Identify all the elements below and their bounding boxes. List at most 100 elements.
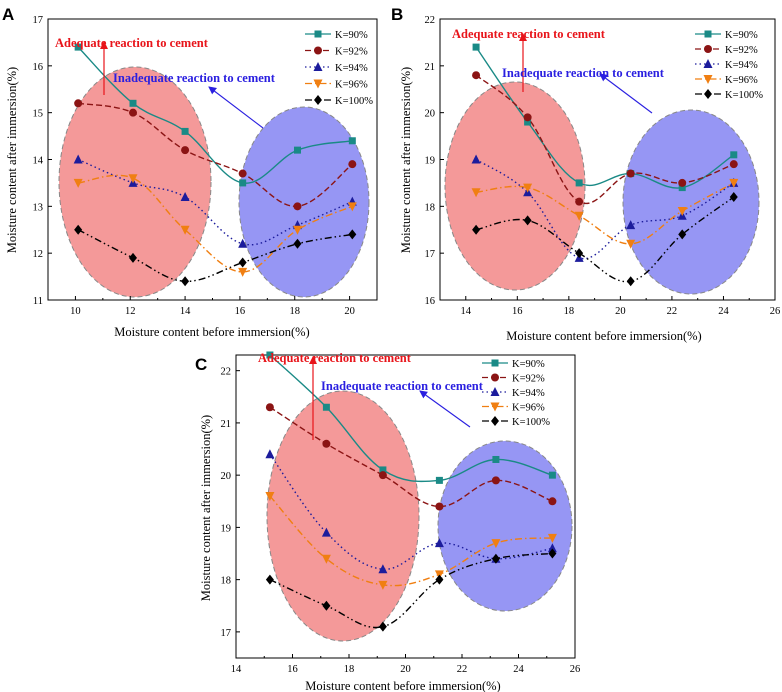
data-point — [472, 71, 481, 80]
data-point — [434, 538, 444, 548]
y-tick-label: 20 — [425, 109, 436, 120]
x-tick-label: 18 — [290, 306, 301, 317]
legend-label: K=100% — [725, 90, 763, 101]
blue-arrow — [419, 390, 471, 428]
x-tick-label: 18 — [344, 664, 355, 675]
data-point — [523, 215, 532, 226]
data-point — [677, 207, 687, 217]
y-tick-label: 14 — [33, 156, 44, 167]
data-point — [547, 533, 557, 543]
y-tick-label: 18 — [425, 202, 436, 213]
series-line-2 — [269, 406, 553, 508]
y-tick-label: 16 — [425, 296, 436, 307]
inadequate-zone-ellipse — [437, 440, 573, 612]
data-point — [472, 43, 480, 51]
blue-arrow — [208, 86, 264, 129]
legend-marker — [490, 387, 500, 396]
data-point — [238, 267, 248, 277]
x-tick-label: 10 — [70, 306, 81, 317]
data-point — [74, 99, 83, 108]
data-point — [238, 257, 247, 268]
y-tick-label: 11 — [33, 296, 43, 307]
data-point — [265, 492, 275, 502]
data-point — [523, 183, 533, 193]
x-tick-label: 22 — [667, 306, 678, 317]
legend-marker — [704, 30, 712, 38]
data-point — [238, 238, 248, 248]
adequate-zone-ellipse — [266, 390, 420, 642]
data-point — [471, 154, 481, 164]
data-point — [322, 600, 331, 611]
legend-label: K=100% — [335, 96, 373, 107]
data-point — [181, 146, 190, 155]
data-point — [491, 553, 500, 564]
adequate-annotation: Adequate reaction to cement — [452, 27, 606, 41]
data-point — [128, 108, 137, 117]
series-line-3 — [269, 453, 553, 570]
y-tick-label: 22 — [221, 367, 232, 378]
data-point — [491, 476, 500, 485]
x-tick-label: 22 — [457, 664, 468, 675]
legend-label: K=94% — [512, 388, 545, 399]
data-point — [435, 502, 444, 511]
legend-marker — [314, 46, 322, 55]
legend-label: K=90% — [725, 30, 758, 41]
legend-marker — [313, 79, 323, 89]
data-point — [293, 238, 302, 249]
inadequate-annotation: Inadequate reaction to cement — [113, 71, 276, 85]
data-point — [129, 99, 137, 107]
x-tick-label: 12 — [125, 306, 136, 317]
panel-label: B — [391, 5, 403, 24]
data-point — [547, 543, 557, 553]
data-point — [348, 137, 356, 145]
legend-marker — [314, 95, 322, 105]
data-point — [729, 178, 739, 188]
x-axis-label: Moisture content before immersion(%) — [305, 679, 500, 692]
legend-label: K=90% — [512, 359, 545, 370]
series-line-4 — [475, 182, 735, 245]
x-tick-label: 20 — [615, 306, 626, 317]
data-point — [548, 497, 557, 506]
legend-marker — [313, 62, 323, 71]
data-point — [74, 43, 82, 51]
data-point — [575, 197, 584, 206]
data-point — [435, 574, 444, 585]
inadequate-annotation: Inadequate reaction to cement — [321, 379, 484, 393]
data-point — [472, 224, 481, 235]
legend-marker — [491, 359, 499, 367]
data-point — [265, 403, 274, 412]
x-tick-label: 16 — [235, 306, 246, 317]
data-point — [238, 169, 247, 178]
x-tick-label: 20 — [400, 664, 411, 675]
y-tick-label: 18 — [221, 576, 232, 587]
legend-marker — [704, 89, 712, 99]
y-tick-label: 21 — [425, 62, 436, 73]
data-point — [73, 178, 83, 188]
data-point — [181, 276, 190, 287]
data-point — [378, 621, 387, 632]
legend-label: K=90% — [335, 30, 368, 41]
data-point — [321, 554, 331, 564]
data-point — [548, 471, 556, 479]
y-tick-label: 17 — [33, 15, 44, 26]
inadequate-zone-ellipse — [238, 106, 370, 298]
data-point — [626, 276, 635, 287]
chart-panel-c: C 14 16 18 20 22 24 26 17 18 19 20 21 22 Moisture cont… — [195, 351, 580, 692]
data-point — [348, 229, 357, 240]
y-tick-label: 13 — [33, 202, 44, 213]
legend-marker — [491, 416, 499, 426]
data-point — [265, 574, 274, 585]
data-point — [180, 225, 190, 235]
data-point — [626, 169, 635, 178]
legend-label: K=96% — [512, 403, 545, 414]
legend-marker — [704, 45, 712, 53]
data-point — [678, 178, 687, 187]
y-tick-label: 19 — [221, 523, 232, 534]
legend-label: K=92% — [335, 47, 368, 58]
data-point — [379, 466, 387, 474]
data-point — [128, 174, 138, 184]
data-point — [74, 224, 83, 235]
legend-marker — [703, 75, 713, 84]
data-point — [626, 239, 636, 249]
series-line-3 — [77, 158, 353, 246]
